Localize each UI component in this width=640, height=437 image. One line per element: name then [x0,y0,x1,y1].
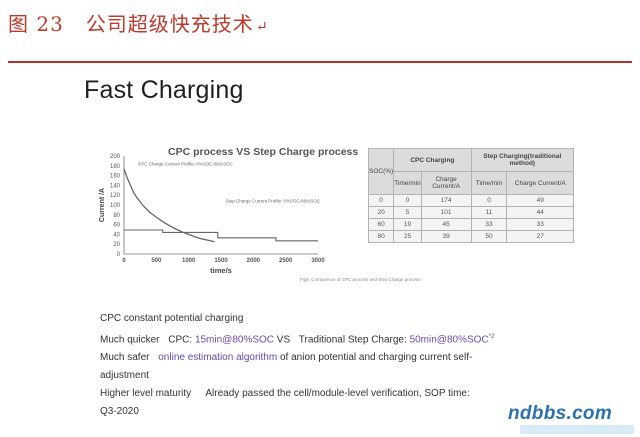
figure-note: Fig9. Comparison of CPC process and Step… [300,277,421,282]
trad-value: 50min@80%SOC [409,334,489,346]
bullet-line-1: CPC constant potential charging [100,313,244,324]
table-cell: 50 [470,230,508,243]
table-cell: 0 [367,194,395,207]
table-cell: 33 [470,218,508,231]
table-row: 0 0 174 0 49 [367,194,574,207]
vs-label: VS [276,334,291,346]
y-tick-label: 120 [110,193,121,199]
x-tick-label: 3000 [311,258,325,264]
table-cell: 101 [420,206,472,219]
sub-header: Charge Current/A [420,171,472,195]
cpc-value: 15min@80%SOC [194,334,275,346]
sub-header: Charge Current/A [506,171,574,195]
y-tick-label: 0 [117,252,121,258]
maturity-text: Already passed the cell/module-level ver… [205,388,470,399]
figure-number: 图 23 [8,12,64,36]
figure-caption: 图 23 公司超级快充技术 ↵ [8,8,269,37]
footnote-mark: *2 [488,334,495,340]
y-axis-title: Current /A [99,188,106,222]
cpc-series-line [123,168,215,243]
safer-label: Much safer [100,352,150,363]
y-tick-label: 100 [110,203,121,209]
table-cell: 5 [393,206,422,219]
watermark-bar [520,425,634,434]
x-tick-label: 2000 [247,258,261,264]
cpc-group-header: CPC Charging [393,148,472,172]
table-cell: 80 [367,230,395,243]
trad-label: Traditional Step Charge: [298,334,407,346]
table-cell: 174 [420,194,472,207]
table-row: 20 5 101 11 44 [367,206,574,219]
x-tick-label: 1000 [182,258,196,264]
chart-title: CPC process VS Step Charge process [168,146,359,158]
watermark-logo: ndbbs.com [508,403,613,424]
y-tick-label: 80 [113,213,120,219]
x-tick-label: 2500 [279,258,293,264]
algorithm-highlight: online estimation algorithm [158,352,278,363]
table-cell: 25 [393,230,422,243]
charging-table: SOC(%) CPC Charging Step Charging(tradit… [367,148,575,243]
y-tick-label: 60 [113,223,120,229]
table-cell: 33 [506,218,574,231]
x-axis-title: time/s [210,266,232,275]
table-cell: 45 [420,218,472,231]
cpc-label: CPC: [168,334,193,346]
y-tick-label: 200 [110,154,121,160]
safer-text: of anion potential and charging current … [279,352,473,363]
soc-header: SOC(%) [367,148,395,195]
figure-caption-text: 公司超级快充技术 [85,12,254,36]
table-cell: 0 [470,194,508,207]
step-group-header: Step Charging(traditional method) [470,148,575,172]
quicker-label: Much quicker [100,334,160,346]
maturity-label: Higher level maturity [100,388,192,399]
return-mark-icon: ↵ [255,19,269,35]
table-cell: 44 [506,206,574,219]
bullet-line-6: Q3-2020 [100,406,139,417]
table-cell: 11 [470,206,508,219]
slide-title: Fast Charging [84,76,244,104]
sub-header: Time/min [470,171,508,195]
table-cell: 49 [506,194,574,207]
step-annotation: Step Charge Current Profile: 0%SOC-80%SO… [225,199,320,204]
y-tick-label: 20 [113,242,120,248]
table-cell: 0 [393,194,422,207]
caption-divider [8,61,632,63]
table-cell: 27 [506,230,574,243]
table-row: 60 19 45 33 33 [367,218,574,231]
y-tick-label: 180 [110,164,121,170]
x-tick-label: 1500 [214,258,228,264]
table-cell: 20 [367,206,395,219]
x-tick-label: 500 [151,258,162,264]
sub-header: Time/min [393,171,422,195]
table-cell: 60 [367,218,395,231]
bullet-line-2: Much quicker CPC: 15min@80%SOC VS Tradit… [100,334,494,345]
table-cell: 19 [393,218,422,231]
table-row: 80 25 39 50 27 [367,230,574,243]
cpc-annotation: CPC Charge Current Profile: 0%SOC-80%SOC [138,161,234,166]
table-cell: 39 [420,230,472,243]
y-tick-label: 160 [110,174,121,180]
bullet-line-4: adjustment [100,370,149,381]
x-tick-label: 0 [122,258,126,264]
y-tick-label: 40 [113,232,120,238]
y-tick-label: 140 [110,183,121,189]
step-series-line [124,229,318,242]
bullet-line-3: Much safer online estimation algorithm o… [100,352,472,363]
bullet-line-5: Higher level maturity Already passed the… [100,388,470,399]
